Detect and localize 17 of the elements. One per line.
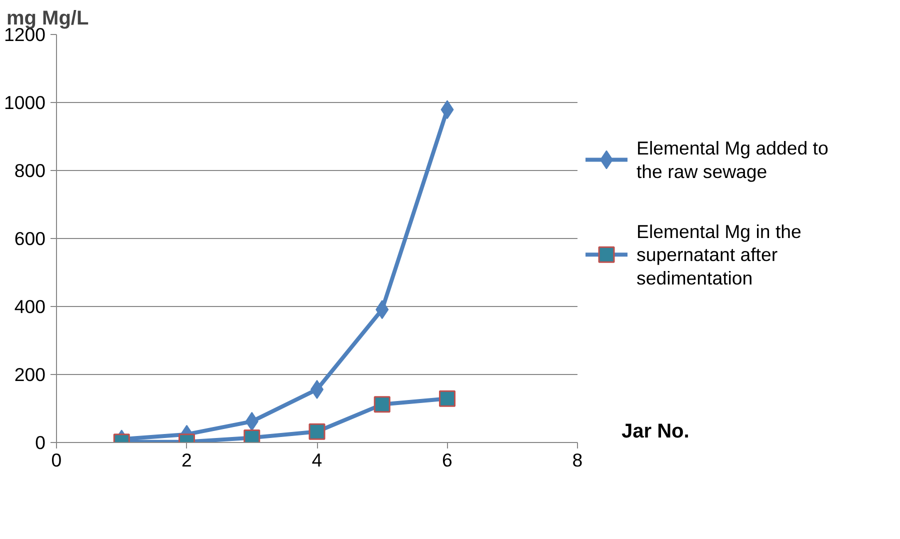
point	[374, 396, 390, 413]
x-tick-label: 0	[51, 450, 62, 470]
point	[308, 423, 326, 440]
y-tick-label: 0	[35, 432, 46, 453]
x-tick-label: 6	[442, 450, 452, 470]
y-tick-label: 200	[14, 364, 46, 385]
y-tick-label: 400	[14, 296, 46, 317]
y-tick-label: 1000	[4, 92, 46, 113]
legend-label: Elemental Mg added to the raw sewage	[636, 138, 828, 182]
x-tick-label: 8	[572, 450, 583, 470]
x-tick-label: 4	[312, 450, 322, 470]
y-tick-label: 800	[14, 160, 46, 181]
x-axis-title: Jar No.	[622, 420, 690, 442]
y-tick-label: 600	[14, 228, 46, 249]
legend-label: Elemental Mg in the supernatant after sedimentation	[636, 220, 802, 288]
point	[439, 390, 456, 407]
x-tick-label: 2	[182, 450, 192, 470]
